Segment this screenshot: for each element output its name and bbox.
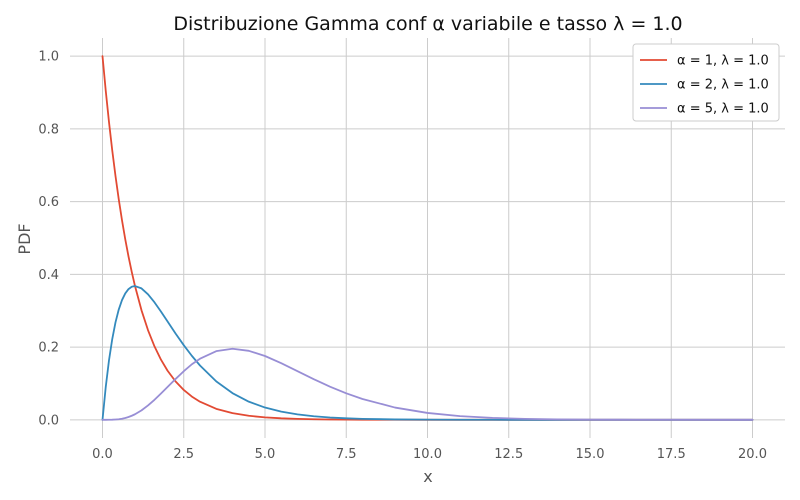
y-tick-label: 0.4 — [38, 268, 59, 283]
y-axis-label: PDF — [15, 223, 34, 254]
y-tick-label: 0.6 — [38, 195, 59, 210]
legend-label-1: α = 1, λ = 1.0 — [677, 54, 769, 69]
y-axis-ticks: 0.0 0.2 0.4 0.6 0.8 1.0 — [38, 50, 59, 429]
y-tick-label: 0.2 — [38, 341, 59, 356]
x-axis-label: x — [423, 467, 432, 486]
legend: α = 1, λ = 1.0 α = 2, λ = 1.0 α = 5, λ = 1… — [632, 43, 780, 122]
legend-label-3: α = 5, λ = 1.0 — [677, 102, 769, 117]
series-lines — [101, 55, 754, 421]
x-tick-label: 5.0 — [255, 447, 276, 462]
y-tick-label: 1.0 — [38, 50, 59, 65]
x-tick-label: 17.5 — [657, 447, 686, 462]
chart-title: Distribuzione Gamma conf α variabile e t… — [173, 13, 682, 35]
legend-box — [632, 43, 780, 122]
x-tick-label: 2.5 — [173, 447, 194, 462]
legend-label-2: α = 2, λ = 1.0 — [677, 78, 769, 93]
y-tick-label: 0.8 — [38, 122, 59, 137]
x-tick-label: 20.0 — [738, 447, 767, 462]
x-tick-label: 15.0 — [576, 447, 605, 462]
y-tick-label: 0.0 — [38, 413, 59, 428]
x-tick-label: 10.0 — [413, 447, 442, 462]
x-tick-label: 0.0 — [92, 447, 113, 462]
x-axis-ticks: 0.0 2.5 5.0 7.5 10.0 12.5 15.0 17.5 20.0 — [92, 447, 767, 462]
x-tick-label: 12.5 — [494, 447, 523, 462]
series-line-3 — [101, 347, 754, 421]
x-tick-label: 7.5 — [336, 447, 357, 462]
